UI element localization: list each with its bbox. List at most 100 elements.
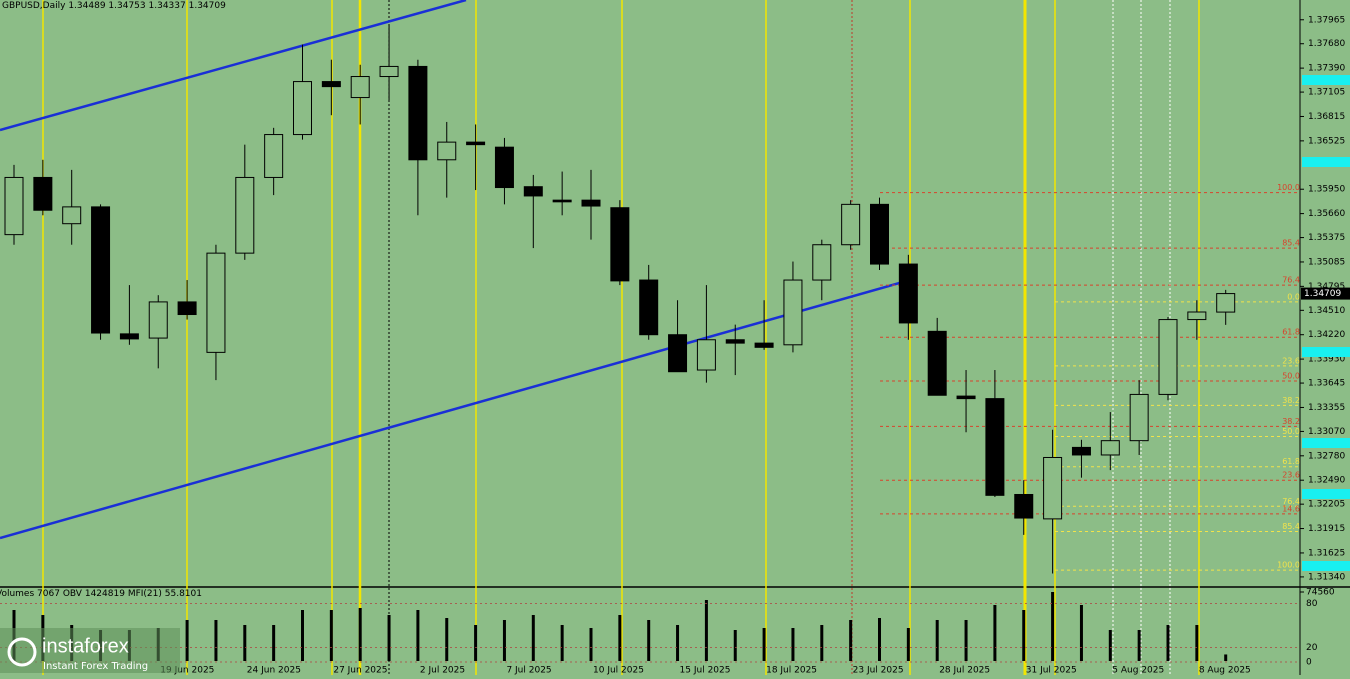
candle-body: [610, 207, 630, 282]
fib-label: 76.4: [1282, 497, 1300, 506]
candle-body: [956, 395, 976, 400]
candle-body: [408, 65, 428, 161]
candle-body: [725, 339, 745, 344]
candle-body: [581, 199, 601, 207]
y-tick-label: 1.34220: [1308, 330, 1345, 340]
volume-bar: [1022, 609, 1026, 661]
brand-name: instaforex: [42, 635, 129, 657]
y-tick-label: 1.32205: [1308, 500, 1345, 510]
candle-body: [235, 176, 255, 254]
volume-bar: [791, 627, 795, 661]
candle-body: [293, 81, 312, 136]
candle-body: [754, 342, 774, 348]
y-tick-label: 1.32780: [1308, 451, 1345, 461]
x-tick-label: 15 Jul 2025: [680, 666, 731, 676]
volume-bar: [1137, 629, 1141, 661]
y-tick-label: 1.34510: [1308, 306, 1345, 316]
mfi-value: 55.8101: [165, 589, 202, 599]
ohlc-high: 1.34753: [108, 1, 145, 11]
fib-label: 100.0: [1277, 561, 1300, 570]
candle-body: [466, 141, 486, 146]
volume-bar: [329, 609, 333, 661]
candle-body: [985, 398, 1005, 496]
volume-bar: [878, 617, 881, 661]
header: GBPUSD,Daily 1.34489 1.34753 1.34337 1.3…: [2, 1, 226, 11]
candle-body: [812, 244, 832, 281]
volume-bar: [243, 624, 247, 661]
channel-lower: [0, 278, 911, 540]
candle-body: [898, 263, 918, 324]
candle-body: [1129, 393, 1149, 442]
y-tick-label: 1.36815: [1308, 112, 1345, 122]
candle-body: [437, 141, 457, 161]
level-box: [1302, 347, 1350, 357]
logo: instaforex Instant Forex Trading: [0, 628, 180, 673]
symbol: GBPUSD,Daily: [2, 1, 66, 11]
price-tag-label: 1.34709: [1304, 289, 1341, 299]
volume-bar: [387, 614, 391, 661]
candle-body: [177, 301, 197, 316]
fib-label: 100.0: [1277, 183, 1300, 192]
volume-bar: [531, 614, 535, 661]
fib-label: 85.4: [1282, 522, 1300, 531]
candle-body: [841, 203, 861, 246]
mfi-tick-label: 80: [1306, 599, 1318, 609]
fib-label: 23.6: [1282, 356, 1300, 365]
x-tick-label: 2 Jul 2025: [420, 666, 465, 676]
level-box: [1302, 489, 1350, 499]
candle-body: [350, 76, 370, 99]
candle-body: [1043, 456, 1063, 520]
volume-bar: [589, 627, 593, 661]
y-tick-label: 1.33070: [1308, 427, 1345, 437]
candle-body: [379, 65, 399, 78]
volume-bar: [214, 619, 218, 661]
volume-bar: [820, 624, 824, 661]
y-tick-label: 1.35375: [1308, 233, 1345, 243]
volume-bar: [560, 624, 564, 661]
y-tick-label: 1.35660: [1308, 209, 1345, 219]
volume-bar: [445, 617, 449, 661]
volume-bar: [1079, 604, 1083, 661]
logo-icon: [7, 637, 37, 667]
fib-label: 76.4: [1282, 276, 1300, 285]
fib-label: 0.0: [1287, 292, 1300, 301]
candle-body: [321, 81, 341, 88]
channel-upper: [0, 0, 467, 132]
logo-backdrop: [0, 628, 180, 673]
volume-bar: [647, 619, 651, 661]
volume-bar: [1108, 629, 1112, 661]
candle-body: [1158, 319, 1178, 395]
y-tick-label: 1.31625: [1308, 548, 1345, 558]
fib-label: 38.2: [1282, 417, 1300, 426]
volume-bar: [906, 627, 910, 661]
candle-body: [668, 334, 688, 373]
y-tick-label: 1.37390: [1308, 64, 1345, 74]
volume-bar: [762, 627, 766, 661]
ohlc-low: 1.34337: [149, 1, 186, 11]
fib-label: 23.6: [1282, 471, 1300, 480]
x-tick-label: 5 Aug 2025: [1112, 666, 1164, 676]
volume-bar: [1224, 654, 1228, 661]
volume-bar: [1166, 624, 1170, 661]
candle-body: [33, 176, 53, 211]
y-tick-label: 1.36525: [1308, 136, 1345, 146]
volume-bar: [733, 629, 737, 661]
candle-body: [1216, 293, 1236, 313]
volume-bar: [935, 619, 939, 661]
level-box: [1302, 157, 1350, 167]
obv-value: 1424819: [85, 589, 125, 599]
ohlc-open: 1.34489: [68, 1, 105, 11]
volume-bar: [964, 619, 968, 661]
candle-body: [552, 199, 572, 203]
fib-label: 85.4: [1282, 239, 1300, 248]
x-tick-label: 24 Jun 2025: [247, 666, 301, 676]
fib-label: 14.6: [1282, 504, 1300, 513]
fib-label: 38.2: [1282, 396, 1300, 405]
y-tick-label: 1.37680: [1308, 39, 1345, 49]
y-tick-label: 1.35950: [1308, 185, 1345, 195]
fib-label: 61.8: [1282, 457, 1300, 466]
x-tick-label: 18 Jul 2025: [766, 666, 817, 676]
volume-bar: [185, 619, 189, 661]
candle-body: [264, 134, 284, 178]
